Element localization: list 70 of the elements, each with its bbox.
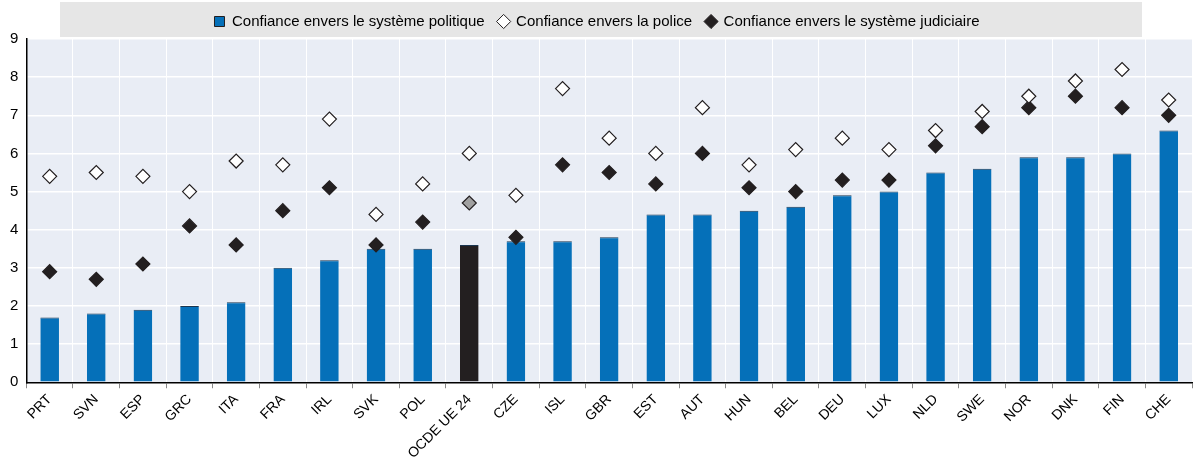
point — [368, 206, 384, 223]
legend-label: Confiance envers le système politique — [231, 11, 485, 29]
x-tick-label: FIN — [1099, 390, 1127, 418]
y-tick-label: 1 — [10, 334, 19, 352]
point — [834, 130, 850, 146]
point — [927, 138, 944, 154]
x-tick-label: POL — [396, 390, 428, 422]
y-tick-label: 4 — [10, 219, 19, 237]
point — [974, 103, 990, 120]
y-tick-label: 6 — [10, 143, 19, 161]
legend-label: Confiance envers la police — [516, 11, 693, 29]
point — [1067, 88, 1084, 104]
point — [694, 145, 711, 162]
y-tick-label: 2 — [10, 296, 19, 314]
y-tick-label: 5 — [10, 181, 19, 199]
point — [1067, 73, 1084, 89]
point — [1114, 100, 1130, 116]
point — [88, 164, 104, 181]
y-tick-label: 3 — [10, 257, 19, 275]
point — [834, 172, 850, 188]
point — [508, 229, 524, 245]
point — [321, 180, 338, 196]
point — [694, 100, 711, 116]
point — [135, 256, 151, 272]
y-tick-label: 8 — [10, 67, 19, 85]
point — [741, 180, 757, 196]
y-tick-label: 0 — [10, 372, 19, 390]
x-tick-label: FRA — [256, 390, 289, 422]
point — [788, 142, 804, 158]
point — [321, 111, 338, 127]
point — [1161, 92, 1177, 108]
point — [648, 145, 664, 162]
point — [554, 80, 571, 97]
point — [974, 119, 990, 135]
point — [461, 145, 477, 162]
point — [275, 157, 291, 173]
point — [181, 218, 198, 234]
legend-label: Confiance envers le système judiciaire — [723, 11, 980, 29]
point — [181, 183, 198, 200]
y-tick-label: 9 — [10, 29, 19, 47]
point — [648, 176, 664, 192]
point — [228, 237, 244, 253]
point — [42, 168, 58, 184]
point — [1161, 107, 1177, 123]
point — [788, 183, 804, 200]
point — [741, 157, 757, 173]
point — [1021, 88, 1037, 104]
point — [881, 172, 897, 188]
point — [601, 164, 617, 181]
point — [927, 122, 944, 139]
x-tick-label: IRL — [307, 390, 335, 418]
point — [508, 187, 524, 203]
point — [554, 157, 571, 173]
point — [42, 264, 58, 280]
point — [1114, 61, 1130, 78]
point — [415, 176, 431, 192]
x-tick-label: ISL — [541, 390, 568, 417]
point — [275, 203, 291, 219]
x-tick-label: BEL — [770, 390, 801, 421]
point — [368, 237, 384, 253]
point — [228, 153, 244, 169]
y-tick-label: 7 — [10, 105, 19, 123]
point — [1021, 100, 1037, 116]
point — [461, 195, 477, 211]
point — [601, 130, 617, 146]
point — [881, 142, 897, 158]
point — [88, 271, 104, 287]
point — [135, 168, 151, 184]
x-tick-label: ITA — [215, 390, 242, 417]
point — [415, 214, 431, 230]
